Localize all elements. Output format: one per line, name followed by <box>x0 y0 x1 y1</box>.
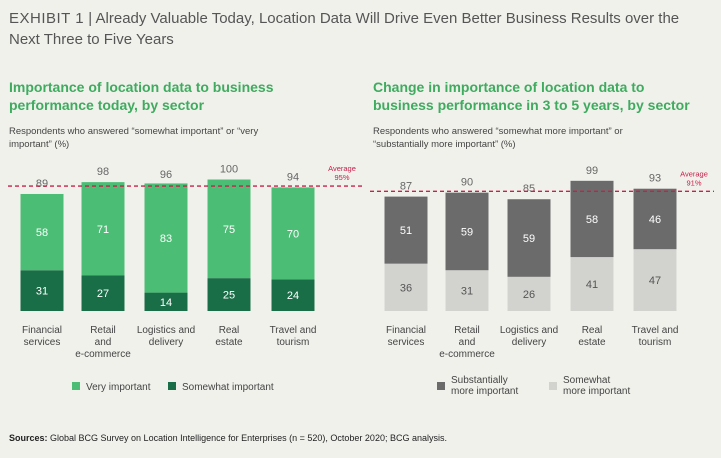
chart-1-legend-label: Very important <box>86 382 151 393</box>
chart-1-average-label: Average <box>328 164 356 173</box>
chart-1-value-label: 24 <box>287 290 299 302</box>
chart-2-legend-label: Substantially <box>451 375 508 386</box>
chart-2-category-label: estate <box>578 337 606 348</box>
chart-1-value-label: 25 <box>223 290 235 302</box>
chart-1-value-label: 75 <box>223 224 235 236</box>
chart-2-value-label: 59 <box>523 233 535 245</box>
source-note: Sources: Global BCG Survey on Location I… <box>9 433 447 443</box>
chart-2-value-label: 51 <box>400 225 412 237</box>
chart-1-category-label: services <box>24 337 61 348</box>
chart-2-value-label: 59 <box>461 226 473 238</box>
chart-2-category-label: and <box>459 337 476 348</box>
chart-2-value-label: 46 <box>649 214 661 226</box>
chart-1-value-label: 31 <box>36 286 48 298</box>
chart-1-value-label: 58 <box>36 227 48 239</box>
chart-1-average-value: 95% <box>334 173 349 182</box>
chart-1-value-label: 71 <box>97 224 109 236</box>
chart-2-value-label: 41 <box>586 279 598 291</box>
chart-2-total-label: 99 <box>586 165 598 177</box>
chart-1-category-label: Logistics and <box>137 325 195 336</box>
chart-2-category-label: Real <box>582 325 603 336</box>
chart-1-total-label: 96 <box>160 169 172 181</box>
chart-1-category-label: Financial <box>22 325 62 336</box>
chart-2-value-label: 47 <box>649 275 661 287</box>
chart-2-value-label: 26 <box>523 289 535 301</box>
chart-1-value-label: 83 <box>160 233 172 245</box>
chart-2-category-label: delivery <box>512 337 546 348</box>
chart-1-category-label: e-commerce <box>75 349 131 360</box>
chart-2-category-label: Retail <box>454 325 480 336</box>
chart-2-total-label: 93 <box>649 173 661 185</box>
chart-1-legend-swatch <box>72 382 80 390</box>
chart-2-category-label: tourism <box>639 337 672 348</box>
chart-2-legend-label: more important <box>563 386 630 397</box>
chart-2-legend-swatch <box>437 382 445 390</box>
chart-2-average-value: 91% <box>686 178 701 187</box>
chart-1-category-label: estate <box>215 337 243 348</box>
source-label: Sources: <box>9 433 48 443</box>
chart-1-total-label: 94 <box>287 171 299 183</box>
chart-2-legend-label: more important <box>451 386 518 397</box>
chart-1-legend-label: Somewhat important <box>182 382 274 393</box>
chart-1-total-label: 100 <box>220 164 238 176</box>
chart-2-category-label: Financial <box>386 325 426 336</box>
chart-1-category-label: Travel and <box>270 325 317 336</box>
chart-2-value-label: 36 <box>400 282 412 294</box>
source-text: Global BCG Survey on Location Intelligen… <box>48 433 447 443</box>
chart-2-category-label: Travel and <box>632 325 679 336</box>
chart-1-category-label: delivery <box>149 337 183 348</box>
chart-1-value-label: 27 <box>97 288 109 300</box>
chart-2-value-label: 58 <box>586 214 598 226</box>
chart-2-total-label: 85 <box>523 183 535 195</box>
chart-2-legend-label: Somewhat <box>563 375 610 386</box>
chart-1-category-label: tourism <box>277 337 310 348</box>
charts-canvas: 315889Financialservices277198Retailande-… <box>0 0 721 458</box>
chart-2-total-label: 90 <box>461 177 473 189</box>
chart-2-legend-swatch <box>549 382 557 390</box>
chart-1-total-label: 89 <box>36 178 48 190</box>
chart-1-value-label: 14 <box>160 297 172 309</box>
chart-1-category-label: Real <box>219 325 240 336</box>
chart-1-legend-swatch <box>168 382 176 390</box>
chart-2-average-label: Average <box>680 169 708 178</box>
chart-1-value-label: 70 <box>287 228 299 240</box>
chart-2-category-label: services <box>388 337 425 348</box>
chart-2-category-label: e-commerce <box>439 349 495 360</box>
chart-1-category-label: Retail <box>90 325 116 336</box>
chart-1-total-label: 98 <box>97 166 109 178</box>
chart-2-category-label: Logistics and <box>500 325 558 336</box>
chart-2-value-label: 31 <box>461 286 473 298</box>
chart-1-category-label: and <box>95 337 112 348</box>
